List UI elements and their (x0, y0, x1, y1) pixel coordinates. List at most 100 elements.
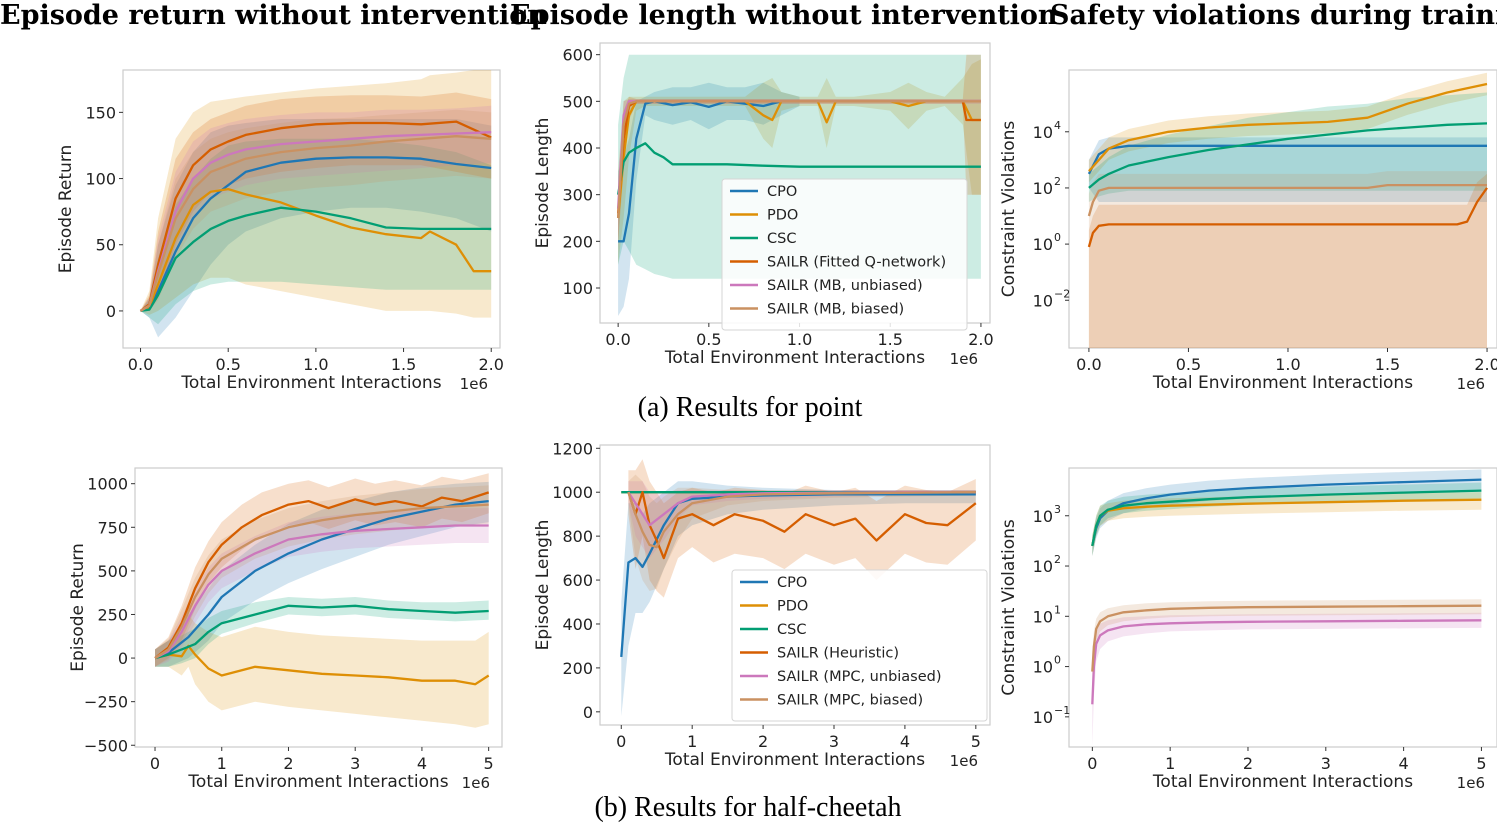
x-axis-scale: 1e6 (462, 774, 490, 792)
x-tick-label: 1 (217, 754, 227, 773)
x-tick-label: 0 (1087, 754, 1097, 773)
series-pdo (154, 644, 490, 686)
x-tick-label: 1 (1165, 754, 1175, 773)
series-csc (140, 206, 492, 313)
series-sailr-fitted-q-network (1087, 187, 1488, 248)
y-tick-label: 250 (97, 605, 128, 624)
legend-label: SAILR (Heuristic) (777, 646, 899, 662)
y-tick-exponent: 0 (1054, 231, 1061, 244)
y-tick-label: 0 (583, 703, 593, 722)
column-title-return: Episode return without intervention (0, 0, 547, 31)
series-csc (616, 142, 981, 195)
x-axis-scale: 1e6 (950, 350, 978, 368)
series-sailr-mpc-biased (627, 491, 976, 549)
y-tick-label: 1000 (552, 483, 593, 502)
x-tick-label: 2.0 (479, 355, 504, 374)
band-pdo (618, 59, 981, 265)
series-sailr-heuristic (627, 491, 977, 560)
series-sailr-mpc-unbiased (154, 524, 489, 660)
x-tick-label: 5 (484, 754, 494, 773)
band-pdo (1092, 492, 1482, 556)
y-tick-exponent: 4 (1054, 119, 1061, 132)
series-cpo (618, 100, 800, 243)
band-pdo (155, 614, 489, 728)
x-tick-label: 1.0 (1275, 355, 1300, 374)
y-tick-label: 300 (562, 186, 593, 205)
y-tick-label: 800 (562, 527, 593, 546)
y-tick-label: 10 (1033, 291, 1053, 310)
legend: CPO PDO CSC SAILR (Fitted Q-network) SAILR (… (721, 178, 968, 331)
legend-label: SAILR (MB, biased) (767, 302, 904, 318)
band-sailr-mpc-biased (1092, 599, 1482, 692)
band-cpo (140, 119, 492, 338)
y-tick-label: 10 (1033, 658, 1053, 677)
x-tick-label: 0.0 (128, 355, 153, 374)
y-axis-label: Episode Return (68, 543, 88, 672)
band-csc (1088, 92, 1487, 202)
band-sailr-heuristic (155, 473, 489, 667)
x-tick-label: 4 (1399, 754, 1409, 773)
y-tick-label: 750 (97, 518, 128, 537)
series-sailr-mb-biased (616, 100, 981, 219)
series-pdo (140, 187, 492, 312)
series-csc (154, 604, 489, 660)
y-tick-label: 10 (1033, 179, 1053, 198)
band-cpo (618, 82, 800, 316)
band-sailr-mb-biased (140, 109, 492, 311)
series-sailr-mpc-unbiased (1091, 619, 1482, 705)
y-tick-exponent: −2 (1054, 287, 1070, 300)
legend-label: CPO (777, 575, 807, 591)
series-sailr-mb-biased (139, 135, 492, 312)
y-tick-label: 10 (1033, 235, 1053, 254)
legend-label: SAILR (MB, unbiased) (767, 278, 923, 294)
series-cpo (140, 156, 492, 313)
y-tick-label: 1200 (552, 439, 593, 458)
band-pdo (1088, 72, 1487, 183)
series-sailr-mpc-biased (154, 503, 489, 660)
plot-frame (122, 69, 501, 349)
y-axis-label: Constraint Violations (999, 121, 1019, 298)
legend-label: SAILR (MPC, biased) (777, 693, 923, 709)
x-tick-label: 3 (350, 754, 360, 773)
band-sailr-fitted-q-network (140, 92, 492, 311)
x-tick-label: 0.5 (696, 330, 721, 349)
x-axis-scale: 1e6 (1457, 375, 1485, 393)
x-tick-label: 2.0 (968, 330, 993, 349)
band-pdo (140, 70, 492, 318)
chart-point-return: 0.0 0.5 1.0 1.5 2.0 0 50 100 150 Total Environmen… (56, 69, 504, 393)
legend-label: CSC (777, 622, 806, 638)
y-tick-exponent: −1 (1054, 704, 1070, 717)
y-tick-label: 200 (562, 659, 593, 678)
caption-point: (a) Results for point (637, 392, 863, 423)
series-sailr-mpc-biased (1091, 604, 1482, 672)
legend-label: PDO (777, 599, 808, 615)
y-tick-label: 100 (562, 279, 593, 298)
series-sailr-heuristic (154, 491, 490, 660)
series-pdo (1088, 82, 1488, 172)
plot-frame (1068, 69, 1497, 349)
x-tick-label: 0.0 (605, 330, 630, 349)
x-axis-label: Total Environment Interactions (664, 750, 925, 770)
band-sailr-fitted-q-network (1088, 173, 1487, 348)
chart-cheetah-length: 0 1 2 3 4 5 0 200 400 600 800 1000 1200 Total Environ… (533, 439, 991, 770)
y-tick-label: 10 (1033, 607, 1053, 626)
y-tick-label: −500 (84, 736, 128, 755)
x-axis-scale: 1e6 (460, 375, 488, 393)
x-axis-label: Total Environment Interactions (180, 373, 441, 393)
x-tick-label: 5 (1476, 754, 1486, 773)
chart-point-length: 0.0 0.5 1.0 1.5 2.0 100 200 300 400 500 600 Total E… (533, 42, 994, 368)
series-csc (1091, 489, 1482, 547)
y-tick-label: 100 (85, 170, 116, 189)
x-tick-label: 5 (971, 732, 981, 751)
y-tick-label: 600 (562, 46, 593, 65)
y-tick-label: 400 (562, 615, 593, 634)
x-axis-scale: 1e6 (950, 752, 978, 770)
x-axis-scale: 1e6 (1457, 774, 1485, 792)
x-tick-label: 4 (417, 754, 427, 773)
chart-cheetah-return: 0 1 2 3 4 5 −500 −250 0 250 500 750 1000 Total Enviro… (68, 467, 503, 792)
x-tick-label: 0.5 (1176, 355, 1201, 374)
series-cpo (154, 499, 489, 660)
y-axis-label: Constraint Violations (999, 519, 1019, 696)
legend-label: PDO (767, 208, 798, 224)
